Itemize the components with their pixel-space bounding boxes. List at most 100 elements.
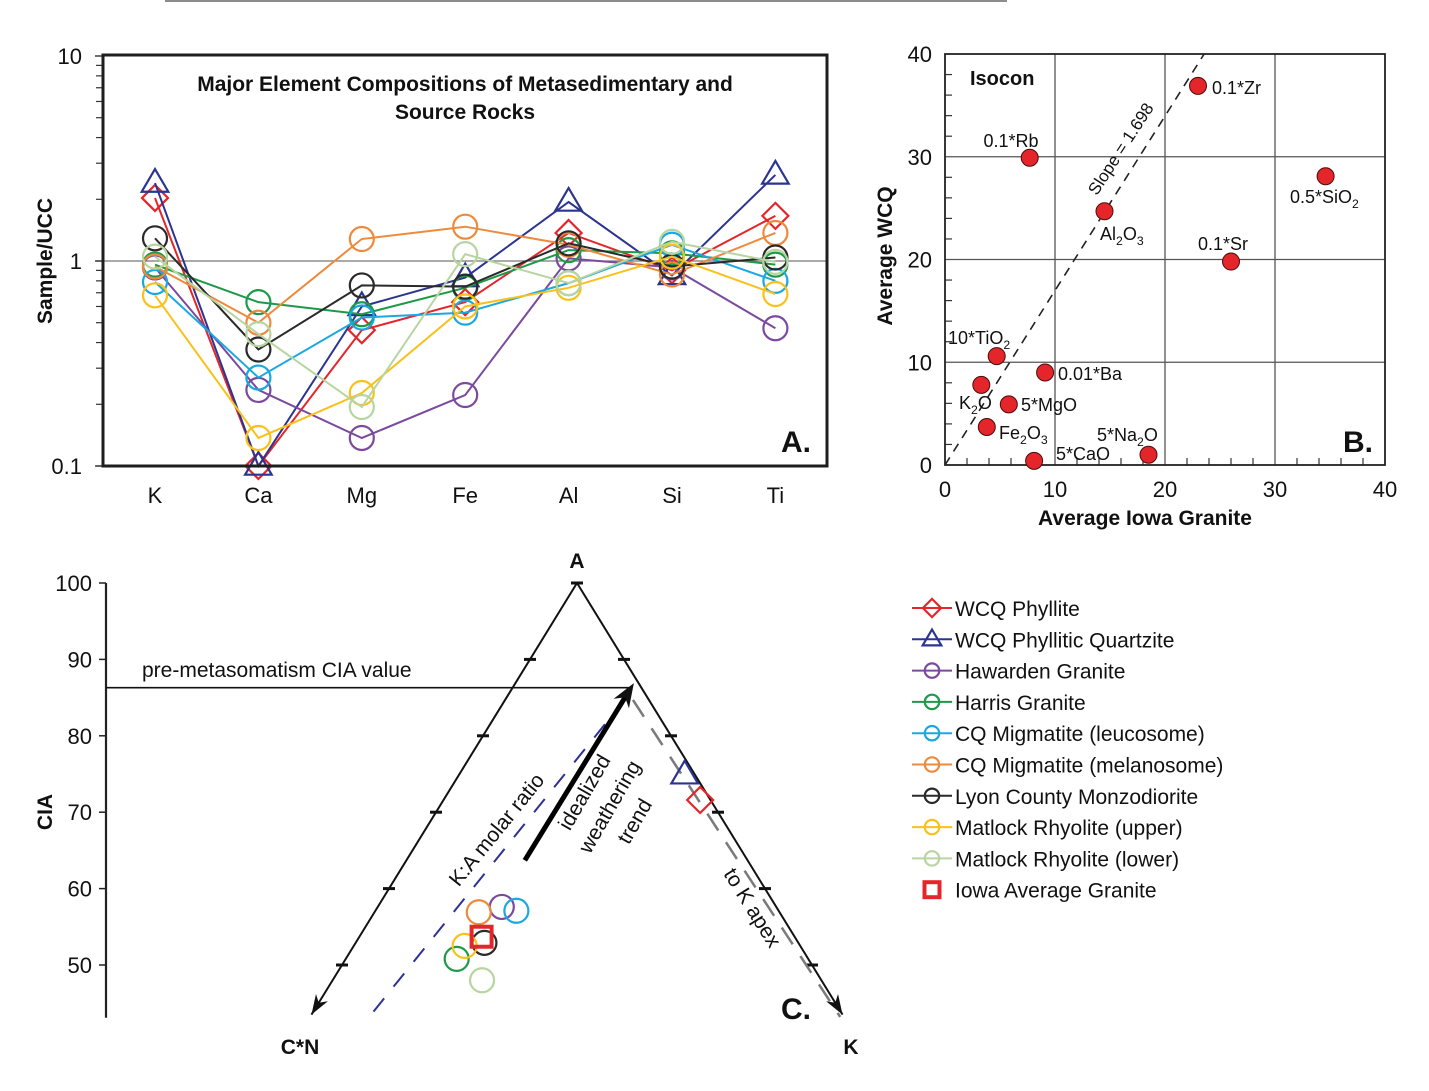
x-tick-label: 0	[939, 477, 951, 502]
data-point-triangle	[139, 166, 171, 193]
data-point-circle	[245, 289, 272, 316]
cia-tick-label: 50	[68, 953, 92, 978]
data-point-label: 0.01*Ba	[1058, 364, 1123, 384]
data-point	[1025, 451, 1044, 470]
data-point-triangle	[243, 449, 274, 476]
y-tick-label: 40	[908, 42, 932, 67]
y-tick-label: 30	[908, 145, 932, 170]
k-arrow-head-icon	[826, 993, 843, 1015]
data-point-circle	[762, 280, 789, 308]
legend-circle-icon	[923, 662, 941, 679]
series-line	[154, 240, 776, 409]
data-point	[1095, 202, 1114, 221]
data-point-label: 0.1*Zr	[1212, 78, 1261, 98]
legend-item: Matlock Rhyolite (lower)	[912, 848, 1179, 871]
cn-arrow-head-icon	[311, 993, 328, 1015]
data-point-circle	[555, 270, 582, 297]
cia-tick-label: 70	[68, 800, 92, 825]
weathering-trend-arrow	[522, 695, 628, 862]
legend: WCQ Phyllite WCQ Phyllitic Quartzite Hawar…	[912, 597, 1223, 903]
x-tick-label: Si	[662, 483, 682, 508]
legend-item: WCQ Phyllitic Quartzite	[912, 627, 1174, 652]
series-line	[154, 237, 776, 351]
ternary-data-point-circle	[468, 967, 496, 994]
data-point-label: Fe2O3	[999, 423, 1048, 447]
data-point	[1139, 445, 1158, 464]
data-point-circle	[141, 243, 169, 270]
data-point	[999, 395, 1018, 414]
data-point-label: 10*TiO2	[948, 328, 1010, 352]
data-point-circle	[658, 261, 686, 288]
ternary-data-point-triangle	[669, 758, 700, 785]
pre-metasomatism-label: pre-metasomatism CIA value	[142, 659, 412, 682]
legend-triangle-icon	[920, 627, 944, 647]
ternary-edge-a-cn	[310, 582, 578, 1016]
cia-tick-label: 80	[68, 724, 92, 749]
series-matlock-rhyolite-upper-	[141, 243, 789, 452]
plot-frame	[101, 53, 829, 468]
ternary-data-point-circle	[443, 945, 470, 972]
data-point-label: 0.1*Sr	[1198, 234, 1248, 254]
ternary-data-point-circle	[488, 893, 515, 921]
data-point-circle	[452, 381, 479, 409]
data-point-circle	[658, 243, 686, 270]
data-point-circle	[452, 241, 479, 268]
data-point	[1222, 252, 1240, 271]
to-k-apex-label: to K apex	[719, 864, 786, 952]
panel-label: C.	[781, 993, 811, 1026]
chart-title-line: Major Element Compositions of Metasedime…	[197, 73, 733, 96]
series-matlock-rhyolite-lower-	[141, 228, 789, 421]
data-point-diamond	[243, 451, 273, 481]
data-point-label: Al2O3	[1100, 224, 1144, 248]
data-point	[972, 375, 991, 394]
y-tick-label: 20	[908, 248, 932, 273]
chart-title-line: Source Rocks	[395, 101, 535, 124]
data-point-circle	[245, 424, 272, 452]
data-point	[977, 417, 996, 436]
legend-label: Hawarden Granite	[955, 661, 1125, 684]
ka-molar-ratio-line	[372, 704, 622, 1013]
legend-label: Matlock Rhyolite (upper)	[955, 817, 1183, 840]
ternary-edge-a-k	[576, 582, 844, 1016]
x-tick-label: Ca	[244, 483, 273, 508]
legend-label: WCQ Phyllitic Quartzite	[955, 629, 1174, 652]
data-point-triangle	[553, 185, 584, 212]
x-tick-label: 10	[1043, 477, 1067, 502]
data-point-label: 5*CaO	[1056, 444, 1110, 464]
legend-label: WCQ Phyllite	[955, 598, 1080, 621]
data-point-circle	[348, 393, 375, 421]
x-tick-label: Fe	[452, 483, 478, 508]
vertex-label-a: A	[569, 550, 584, 573]
data-point-circle	[348, 225, 375, 253]
data-point-circle	[141, 268, 169, 296]
y-tick-label: 1	[70, 249, 82, 274]
ternary-data-point-circle	[503, 897, 530, 924]
legend-label: Harris Granite	[955, 692, 1086, 715]
data-point-circle	[658, 228, 686, 255]
legend-circle-icon	[923, 693, 941, 711]
data-point-circle	[348, 304, 375, 331]
data-point-circle	[348, 272, 375, 299]
isocon-line	[944, 53, 1205, 466]
data-point-label: 5*MgO	[1021, 395, 1077, 415]
x-tick-label: Ti	[767, 483, 785, 508]
y-tick-label: 10	[58, 44, 82, 69]
data-point-circle	[245, 336, 272, 363]
data-point-circle	[555, 237, 582, 264]
data-point-label: 0.5*SiO2	[1290, 187, 1359, 211]
panel-a-major-element-chart: 0.1 1 10 K Ca Mg Fe Al Si Ti Major Element Composi…	[34, 44, 829, 508]
cia-tick-label: 100	[55, 571, 92, 596]
panel-label: B.	[1343, 426, 1373, 459]
x-tick-label: K	[148, 483, 163, 508]
isocon-slope-label: Slope = 1.698	[1084, 100, 1157, 199]
data-point	[1189, 76, 1207, 95]
y-axis-label: CIA	[34, 794, 57, 830]
data-point-circle	[762, 315, 789, 342]
legend-circle-icon	[923, 818, 941, 836]
legend-label: Iowa Average Granite	[955, 880, 1157, 903]
data-point	[1316, 167, 1335, 186]
y-axis-label: Average WCQ	[874, 186, 897, 325]
series-wcq-phyllite	[140, 183, 790, 481]
cia-tick-label: 60	[68, 877, 92, 902]
